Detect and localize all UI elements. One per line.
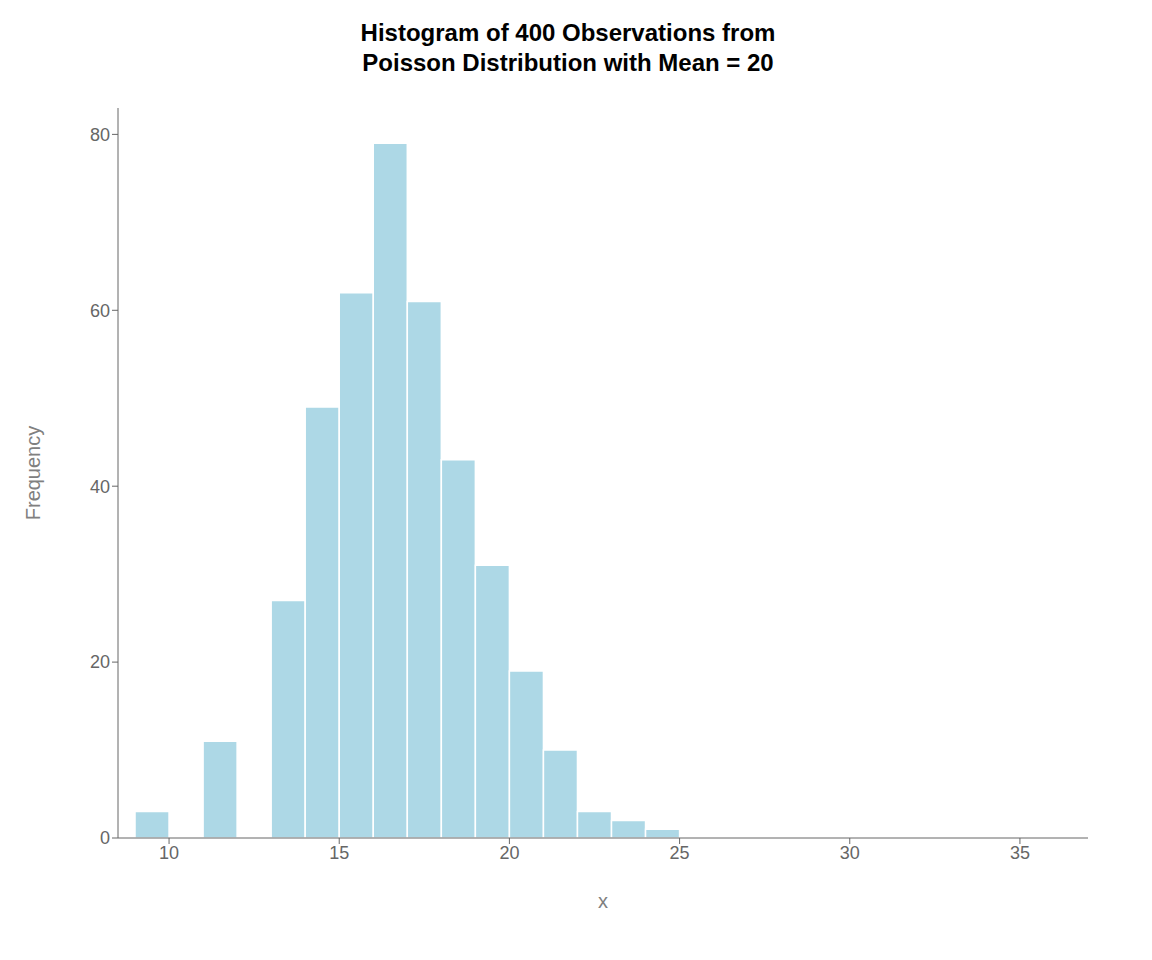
svg-text:30: 30 xyxy=(840,843,860,863)
svg-text:Frequency: Frequency xyxy=(22,426,44,521)
html-text:Histogram of 400 Observations: Histogram of 400 Observations from Poiss… xyxy=(360,19,776,76)
svg-text:10: 10 xyxy=(159,843,179,863)
svg-text:60: 60 xyxy=(90,301,110,321)
svg-text:20: 20 xyxy=(499,843,519,863)
svg-text:25: 25 xyxy=(670,843,690,863)
svg-text:x: x xyxy=(598,890,608,912)
svg-text:20: 20 xyxy=(90,652,110,672)
svg-text:35: 35 xyxy=(1010,843,1030,863)
svg-text:15: 15 xyxy=(329,843,349,863)
svg-text:0: 0 xyxy=(100,828,110,848)
svg-text:80: 80 xyxy=(90,125,110,145)
svg-text:40: 40 xyxy=(90,477,110,497)
